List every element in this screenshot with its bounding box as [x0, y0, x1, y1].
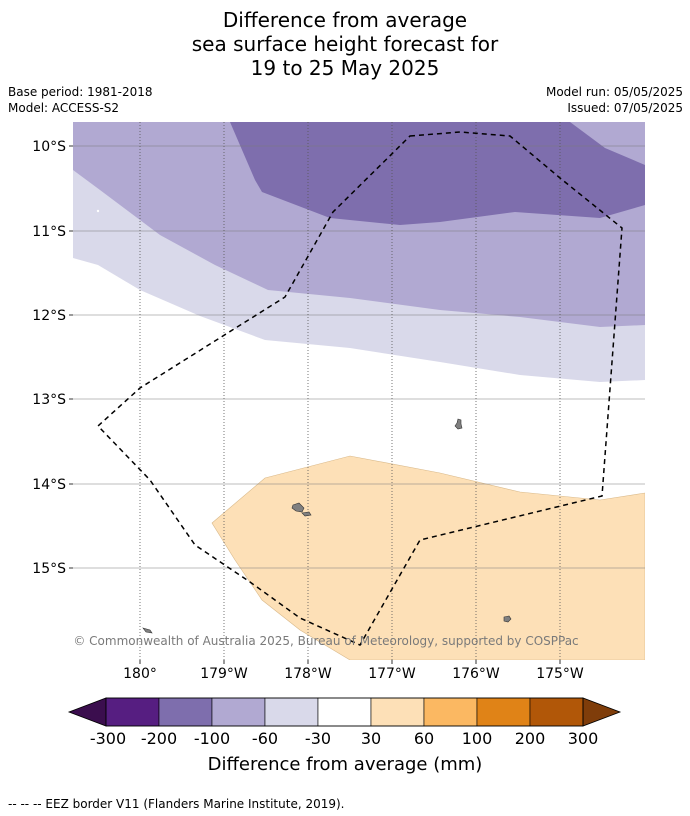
colorbar-extend-low — [67, 697, 107, 727]
colorbar-tick-label: 60 — [414, 729, 434, 748]
colorbar-ticks: -300 -200 -100 -60 -30 30 60 100 200 300 — [90, 729, 598, 748]
anomaly-band-neg200-neg100 — [230, 122, 645, 225]
colorbar-segment — [423, 697, 478, 727]
meta-left: Base period: 1981-2018 Model: ACCESS-S2 — [8, 84, 153, 116]
lon-label: 180° — [123, 666, 157, 682]
colorbar-segment — [476, 697, 531, 727]
colorbar-segment — [370, 697, 425, 727]
lat-label: 14°S — [32, 477, 66, 493]
colorbar-extend-high — [582, 697, 622, 727]
colorbar-outline — [105, 697, 584, 727]
colorbar-segment — [529, 697, 584, 727]
colorbar-segment — [158, 697, 213, 727]
title-line-2: sea surface height forecast for — [191, 32, 499, 56]
base-period: Base period: 1981-2018 — [8, 85, 153, 99]
title-line-3: 19 to 25 May 2025 — [250, 56, 440, 80]
issued-date: Issued: 07/05/2025 — [567, 101, 683, 115]
lon-label: 178°W — [284, 666, 332, 682]
model-name: Model: ACCESS-S2 — [8, 101, 120, 115]
colorbar: -300 -200 -100 -60 -30 30 60 100 200 300 Differen… — [67, 697, 622, 775]
copyright-notice: © Commonwealth of Australia 2025, Bureau… — [73, 634, 578, 648]
eez-legend-note: -- -- -- EEZ border V11 (Flanders Marine… — [8, 797, 345, 811]
island-west-2 — [301, 511, 312, 517]
colorbar-tick-label: 200 — [515, 729, 546, 748]
lat-label: 12°S — [32, 308, 66, 324]
colorbar-title: Difference from average (mm) — [208, 754, 483, 775]
map-area — [73, 122, 645, 660]
islands — [142, 418, 512, 634]
lat-label: 13°S — [32, 392, 66, 408]
colorbar-tick-label: -200 — [141, 729, 177, 748]
colorbar-segment — [317, 697, 372, 727]
lon-ticks — [139, 660, 561, 664]
lon-label: 179°W — [200, 666, 248, 682]
lat-ticks — [69, 145, 73, 569]
island-west-1 — [291, 502, 305, 513]
map-speck — [96, 209, 100, 213]
colorbar-tick-label: 100 — [462, 729, 493, 748]
lon-label: 175°W — [536, 666, 584, 682]
island-southwest — [142, 627, 153, 634]
colorbar-tick-label: -60 — [252, 729, 278, 748]
lon-label: 177°W — [368, 666, 416, 682]
colorbar-tick-label: 30 — [361, 729, 381, 748]
lat-label: 10°S — [32, 139, 66, 155]
meta-right: Model run: 05/05/2025 Issued: 07/05/2025 — [546, 84, 683, 116]
title-line-1: Difference from average — [222, 8, 468, 32]
lat-label: 11°S — [32, 224, 66, 240]
colorbar-tick-label: -300 — [90, 729, 126, 748]
island-north — [454, 418, 463, 430]
lat-label: 15°S — [32, 561, 66, 577]
anomaly-band-pos30-pos60 — [211, 455, 645, 660]
colorbar-segment — [211, 697, 266, 727]
model-run: Model run: 05/05/2025 — [545, 85, 683, 99]
colorbar-tick-label: 300 — [568, 729, 599, 748]
colorbar-segments — [105, 697, 584, 727]
colorbar-tick-label: -100 — [194, 729, 230, 748]
latitude-gridlines — [73, 145, 645, 569]
colorbar-segment — [264, 697, 319, 727]
colorbar-tick-label: -30 — [305, 729, 331, 748]
island-south — [503, 615, 512, 623]
lat-labels: 10°S 11°S 12°S 13°S 14°S 15°S — [32, 139, 66, 577]
lon-label: 176°W — [452, 666, 500, 682]
colorbar-segment — [105, 697, 160, 727]
lon-labels: 180° 179°W 178°W 177°W 176°W 175°W — [123, 666, 584, 682]
chart-title: Difference from average sea surface heig… — [0, 8, 690, 80]
